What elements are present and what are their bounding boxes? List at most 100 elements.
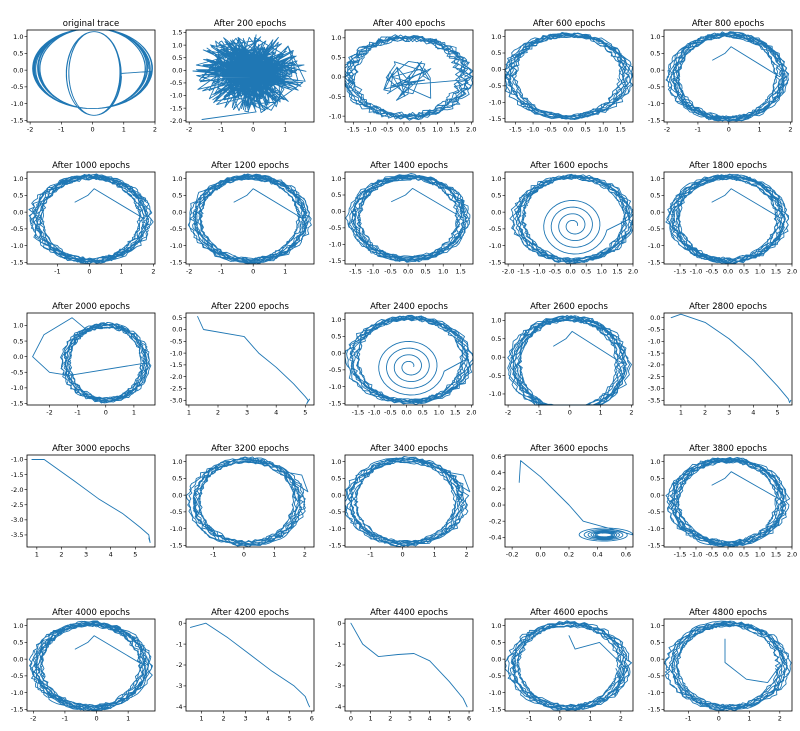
x-tick-label: -0.5 bbox=[544, 126, 557, 134]
y-tick-label: 1.0 bbox=[13, 622, 23, 630]
y-tick-label: 0.5 bbox=[650, 639, 660, 647]
x-tick-label: 4 bbox=[109, 551, 113, 559]
y-tick-label: -2.5 bbox=[170, 385, 183, 393]
x-tick-label: -2 bbox=[186, 268, 192, 276]
trace-line bbox=[28, 173, 154, 265]
chart-svg: After 2600 epochs -2 -1 0 1 2 1.0 0.5 0.0 -0.5 -1.… bbox=[489, 302, 634, 417]
x-tick-label: 1.5 bbox=[450, 409, 460, 417]
x-tick-label: 0 bbox=[251, 126, 255, 134]
y-tick-label: 0.5 bbox=[491, 192, 501, 200]
chart-svg: After 1200 epochs -2 -1 0 1 1.0 0.5 0.0 -0.5 -1.0… bbox=[170, 161, 315, 276]
x-tick-label: 1.5 bbox=[771, 268, 781, 276]
x-tick-label: 0.2 bbox=[564, 551, 574, 559]
y-tick-label: 0.6 bbox=[491, 453, 501, 461]
x-tick-label: 4 bbox=[274, 409, 278, 417]
axes-frame bbox=[26, 29, 156, 123]
x-tick-label: 1.5 bbox=[771, 551, 781, 559]
x-tick-label: -0.5 bbox=[706, 268, 719, 276]
x-tick-label: -1.5 bbox=[674, 268, 687, 276]
x-tick-label: -0.2 bbox=[506, 551, 519, 559]
axes-frame bbox=[185, 454, 315, 548]
y-tick-label: -1.0 bbox=[648, 525, 661, 533]
x-tick-label: -1.5 bbox=[347, 126, 360, 134]
chart-svg: After 4000 epochs -2 -1 0 1 1.0 0.5 0.0 -0.5 -1.0… bbox=[11, 608, 156, 723]
chart-title: After 4200 epochs bbox=[211, 608, 289, 618]
y-tick-label: 0.0 bbox=[650, 314, 660, 322]
y-tick-label: -1.0 bbox=[170, 242, 183, 250]
y-tick-label: 1.0 bbox=[331, 175, 341, 183]
trace-line bbox=[187, 173, 312, 265]
x-tick-label: 5 bbox=[303, 409, 307, 417]
y-tick-label: 1.0 bbox=[491, 317, 501, 325]
chart-svg: After 1400 epochs -1.5 -1.0 -0.5 0.0 0.5 1.0 1.… bbox=[329, 161, 474, 276]
x-tick-label: 1 bbox=[369, 715, 373, 723]
x-tick-label: 0 bbox=[104, 409, 108, 417]
trace-line bbox=[192, 34, 307, 120]
y-tick-label: 0.0 bbox=[331, 349, 341, 357]
y-tick-label: -1.5 bbox=[11, 259, 24, 267]
x-tick-label: 0.5 bbox=[580, 126, 590, 134]
y-tick-label: 0.0 bbox=[13, 208, 23, 216]
y-tick-label: -0.5 bbox=[170, 338, 183, 346]
chart-panel: After 4000 epochs -2 -1 0 1 1.0 0.5 0.0 -0.5 -1.0… bbox=[0, 601, 158, 731]
x-tick-label: 1.0 bbox=[598, 126, 608, 134]
x-tick-label: 0.5 bbox=[418, 409, 428, 417]
y-tick-label: -0.5 bbox=[170, 79, 183, 87]
y-tick-label: 0.5 bbox=[172, 192, 182, 200]
trace-line bbox=[518, 460, 634, 542]
y-tick-label: 0.5 bbox=[13, 639, 23, 647]
y-tick-label: -1.5 bbox=[489, 259, 502, 267]
chart-svg: After 2000 epochs -2 -1 0 1 1.0 0.5 0.0 -0.5 -1.0… bbox=[11, 302, 156, 417]
x-tick-label: 0.0 bbox=[723, 551, 733, 559]
x-tick-label: 0.0 bbox=[565, 268, 575, 276]
y-tick-label: 0.0 bbox=[491, 66, 501, 74]
x-tick-label: -2 bbox=[46, 409, 52, 417]
y-tick-label: -0.5 bbox=[170, 508, 183, 516]
y-tick-label: 1.0 bbox=[13, 175, 23, 183]
y-tick-label: 0 bbox=[337, 619, 341, 627]
y-tick-label: -1.0 bbox=[11, 100, 24, 108]
x-tick-label: -1.5 bbox=[349, 268, 362, 276]
y-tick-label: -1.0 bbox=[11, 242, 24, 250]
y-tick-label: 0.0 bbox=[13, 66, 23, 74]
x-tick-label: -1 bbox=[526, 715, 532, 723]
x-tick-label: -1.5 bbox=[517, 268, 530, 276]
axes-frame bbox=[504, 618, 634, 712]
y-tick-label: 0.0 bbox=[172, 67, 182, 75]
x-tick-label: 0.5 bbox=[420, 268, 430, 276]
x-tick-label: 0.5 bbox=[739, 268, 749, 276]
x-tick-label: -1 bbox=[695, 126, 701, 134]
chart-title: After 3800 epochs bbox=[689, 444, 767, 454]
chart-title: After 1600 epochs bbox=[530, 161, 608, 171]
y-tick-label: -3.5 bbox=[648, 396, 661, 404]
axes-frame bbox=[26, 312, 156, 406]
chart-panel: After 3400 epochs -1 0 1 2 1.0 0.5 0.0 -0.5 -1.0 -… bbox=[318, 437, 476, 567]
x-tick-label: 0 bbox=[401, 551, 405, 559]
y-tick-label: 0.5 bbox=[491, 639, 501, 647]
y-tick-label: 0.5 bbox=[13, 337, 23, 345]
y-tick-label: -3.0 bbox=[170, 396, 183, 404]
y-tick-label: -1.5 bbox=[170, 542, 183, 550]
y-tick-label: 0.0 bbox=[13, 655, 23, 663]
y-tick-label: -0.5 bbox=[11, 225, 24, 233]
x-tick-label: 1 bbox=[199, 715, 203, 723]
y-tick-label: -1.5 bbox=[648, 117, 661, 125]
y-tick-label: 0 bbox=[178, 619, 182, 627]
y-tick-label: 0.5 bbox=[331, 191, 341, 199]
chart-svg: After 400 epochs -1.5 -1.0 -0.5 0.0 0.5 1.0 1.5… bbox=[329, 19, 477, 134]
y-tick-label: -1.5 bbox=[170, 259, 183, 267]
chart-panel: After 400 epochs -1.5 -1.0 -0.5 0.0 0.5 1.0 1.5… bbox=[318, 12, 477, 142]
y-tick-label: 0.0 bbox=[331, 491, 341, 499]
y-tick-label: 0.0 bbox=[331, 208, 341, 216]
y-tick-label: -0.5 bbox=[329, 508, 342, 516]
chart-title: After 3200 epochs bbox=[211, 444, 289, 454]
x-tick-label: 2.0 bbox=[787, 268, 797, 276]
x-tick-label: -2 bbox=[664, 126, 670, 134]
y-tick-label: 1.0 bbox=[650, 175, 660, 183]
x-tick-label: -1 bbox=[62, 715, 68, 723]
x-tick-label: 2 bbox=[151, 268, 155, 276]
chart-title: After 3000 epochs bbox=[52, 444, 130, 454]
x-tick-label: 1 bbox=[758, 126, 762, 134]
axes-frame bbox=[663, 171, 793, 265]
x-tick-label: 2 bbox=[778, 715, 782, 723]
